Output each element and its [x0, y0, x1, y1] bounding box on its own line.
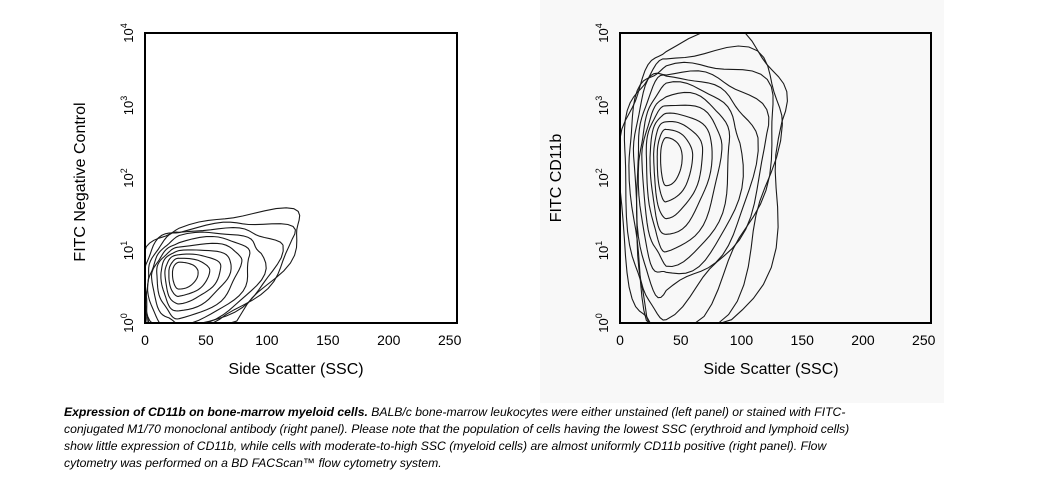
- right-plot-frame: [619, 32, 932, 324]
- left-x-tick-label: 100: [255, 332, 279, 348]
- left-contour-line: [150, 235, 251, 324]
- figure-caption: Expression of CD11b on bone-marrow myelo…: [64, 404, 864, 472]
- left-x-tick-label: 150: [316, 332, 340, 348]
- right-x-tick-label: 200: [851, 332, 875, 348]
- left-y-tick-label: 103: [119, 96, 136, 115]
- right-panel-background: [540, 0, 944, 403]
- right-contour-line: [653, 121, 704, 220]
- right-contour-line: [641, 91, 731, 268]
- right-contour-line: [649, 112, 713, 235]
- left-x-axis-label: Side Scatter (SSC): [228, 361, 363, 378]
- left-contour-line: [168, 257, 211, 297]
- right-contour-line: [619, 32, 788, 324]
- left-contour-line: [156, 242, 243, 320]
- caption-body: BALB/c bone-marrow leukocytes were eithe…: [64, 405, 850, 470]
- right-contour-line: [637, 81, 744, 275]
- left-y-tick-label: 102: [119, 168, 136, 187]
- right-x-axis-label: Side Scatter (SSC): [703, 361, 838, 378]
- left-x-tick-label: 0: [141, 332, 149, 348]
- right-x-tick-label: 50: [673, 332, 689, 348]
- left-y-tick-label: 104: [119, 23, 136, 42]
- right-x-tick-label: 0: [616, 332, 624, 348]
- left-y-tick-label: 100: [119, 313, 136, 332]
- right-contour-line: [660, 137, 683, 187]
- right-contour-line: [632, 70, 770, 321]
- left-plot-frame: [144, 32, 458, 324]
- right-y-axis-label: FITC CD11b: [548, 134, 565, 223]
- left-x-tick-label: 50: [198, 332, 214, 348]
- left-y-axis-label: FITC Negative Control: [72, 102, 89, 261]
- left-contour-line: [171, 261, 199, 290]
- right-contour-line: [623, 45, 783, 324]
- right-y-tick-label: 102: [594, 168, 611, 187]
- right-contour-line: [656, 128, 694, 203]
- right-y-tick-label: 101: [594, 241, 611, 260]
- left-contour-line: [160, 249, 232, 312]
- right-y-tick-label: 103: [594, 96, 611, 115]
- left-y-tick-label: 101: [119, 241, 136, 260]
- right-contour-line: [636, 74, 759, 299]
- caption-title: Expression of CD11b on bone-marrow myelo…: [64, 405, 368, 419]
- right-contour-line: [645, 104, 723, 253]
- right-y-tick-label: 104: [594, 23, 611, 42]
- left-x-tick-label: 200: [377, 332, 401, 348]
- right-chart: FITC CD11b Side Scatter (SSC) 0 50 100 150 2…: [548, 23, 936, 378]
- right-x-tick-label: 100: [730, 332, 754, 348]
- left-contour-line: [145, 227, 284, 324]
- right-contour-line: [628, 61, 774, 324]
- left-chart: FITC Negative Control Side Scatter (SSC)…: [72, 23, 462, 378]
- left-contour-line: [164, 253, 222, 305]
- right-y-tick-label: 100: [594, 313, 611, 332]
- right-x-tick-label: 250: [912, 332, 936, 348]
- left-x-tick-label: 250: [438, 332, 462, 348]
- right-x-tick-label: 150: [791, 332, 815, 348]
